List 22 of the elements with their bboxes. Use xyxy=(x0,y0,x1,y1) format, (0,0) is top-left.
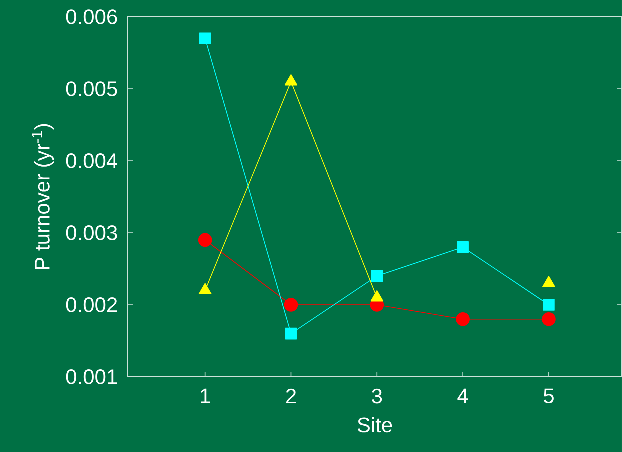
point xyxy=(456,312,470,326)
x-tick-label: 2 xyxy=(286,388,296,404)
y-tick-label: 0.005 xyxy=(66,82,118,96)
point xyxy=(284,298,298,312)
y-axis-title: P turnover (yr$^{-1}$) xyxy=(32,124,54,270)
point xyxy=(457,241,469,254)
point xyxy=(543,299,555,311)
point xyxy=(542,312,556,326)
y-tick-label: 0.001 xyxy=(66,370,118,384)
y-tick-label: 0.002 xyxy=(66,298,118,312)
x-tick-label: 5 xyxy=(544,388,554,404)
x-tick-label: 4 xyxy=(458,388,468,404)
point xyxy=(285,328,298,340)
y-tick-label: 0.006 xyxy=(66,10,118,24)
y-tick-label: 0.003 xyxy=(66,226,118,240)
x-axis-title: Site xyxy=(358,417,392,433)
y-tick-label: 0.004 xyxy=(66,154,118,168)
x-tick-label: 1 xyxy=(201,388,210,404)
point xyxy=(199,32,212,44)
point xyxy=(198,233,212,248)
point xyxy=(371,270,384,282)
x-tick-label: 3 xyxy=(372,388,382,404)
